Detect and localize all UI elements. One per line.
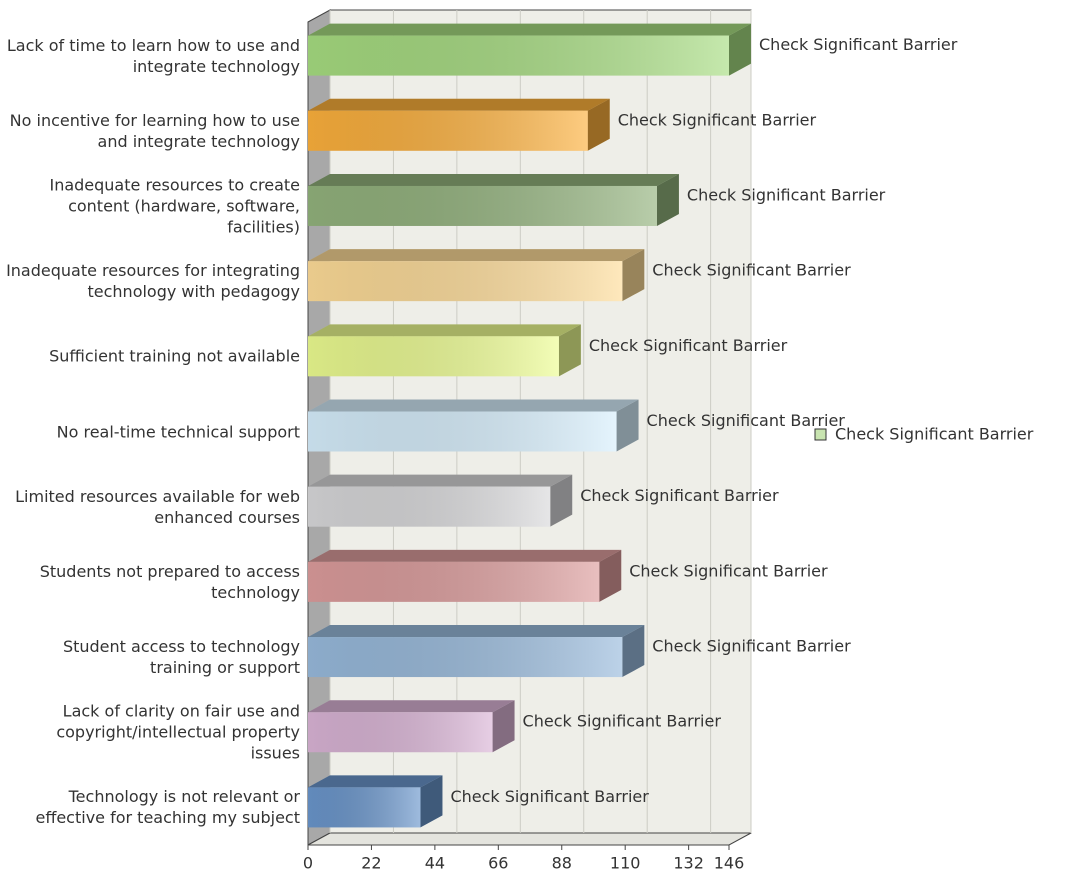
bar-side — [729, 23, 751, 76]
bar-top-shade — [308, 399, 639, 412]
data-label: Check Significant Barrier — [652, 261, 851, 280]
floor — [307, 832, 752, 846]
y-tick-label: Student access to technology training or… — [62, 637, 300, 678]
bar-side-shade — [420, 775, 443, 828]
y-tick-label: Limited resources available for web enha… — [15, 486, 300, 527]
data-label: Check Significant Barrier — [629, 561, 828, 580]
bar-shine — [308, 261, 623, 302]
data-label: Check Significant Barrier — [618, 110, 817, 129]
data-label: Check Significant Barrier — [450, 787, 649, 806]
bar-top — [308, 23, 751, 36]
bar-shine — [308, 787, 421, 828]
bar-top — [308, 173, 679, 186]
bar-top-shade — [308, 173, 679, 186]
x-tick-label: 0 — [303, 854, 313, 873]
y-tick-label: Lack of clarity on fair use and copyrigh… — [56, 701, 300, 763]
bar-side-shade — [656, 173, 679, 226]
bar-shine — [308, 35, 729, 76]
bar-shine — [308, 561, 600, 602]
bar-top — [308, 98, 610, 111]
data-label: Check Significant Barrier — [589, 336, 788, 355]
x-tick-label: 110 — [610, 854, 641, 873]
bar-side-shade — [492, 700, 515, 753]
bar-side-shade — [587, 98, 610, 151]
bar-shine — [308, 486, 551, 527]
bar-shine — [308, 637, 623, 678]
x-tick-label: 88 — [552, 854, 572, 873]
bar-top-shade — [308, 700, 515, 713]
legend-swatch — [814, 428, 827, 441]
bar-top-shade — [308, 474, 573, 487]
y-tick-label: Inadequate resources for integrating tec… — [6, 261, 300, 302]
bar-side-shade — [622, 625, 645, 678]
y-tick-label: Technology is not relevant or effective … — [35, 787, 300, 828]
bar-side — [622, 249, 645, 302]
bar-side — [587, 98, 610, 151]
x-tick-label: 22 — [361, 854, 381, 873]
bar-side-shade — [599, 549, 622, 602]
bar-top-shade — [308, 775, 443, 788]
x-tick-label: 132 — [673, 854, 704, 873]
bar-side-shade — [558, 324, 581, 377]
bar-side — [492, 700, 515, 753]
bar-side-shade — [616, 399, 639, 452]
y-tick-label: Students not prepared to access technolo… — [39, 561, 300, 602]
bar-side — [616, 399, 639, 452]
bar-top-shade — [308, 23, 751, 36]
data-label: Check Significant Barrier — [647, 411, 846, 430]
bar-shine — [308, 110, 588, 151]
data-label: Check Significant Barrier — [523, 712, 722, 731]
bar-top — [308, 625, 645, 638]
legend-label: Check Significant Barrier — [835, 425, 1034, 444]
bar-top-shade — [308, 249, 645, 262]
data-label: Check Significant Barrier — [759, 35, 958, 54]
bar-side-shade — [729, 23, 751, 76]
x-tick-label: 66 — [488, 854, 508, 873]
bar-top — [308, 399, 639, 412]
bar-top-shade — [308, 98, 610, 111]
bar-top-shade — [308, 324, 581, 337]
y-tick-label: Sufficient training not available — [49, 346, 300, 366]
y-tick-label: No incentive for learning how to use and… — [9, 110, 300, 151]
bar-side — [622, 625, 645, 678]
y-tick-label: No real-time technical support — [56, 422, 300, 441]
bar-top — [308, 549, 622, 562]
data-label: Check Significant Barrier — [652, 637, 851, 656]
bar-top-shade — [308, 549, 622, 562]
y-tick-label: Lack of time to learn how to use and int… — [6, 35, 300, 76]
bar-top — [308, 324, 581, 337]
bar-top — [308, 775, 443, 788]
bar-side — [656, 173, 679, 226]
data-label: Check Significant Barrier — [580, 486, 779, 505]
x-tick-label: 146 — [714, 854, 745, 873]
bar-top — [308, 249, 645, 262]
bar-side — [599, 549, 622, 602]
bar-shine — [308, 185, 657, 226]
bar-side — [558, 324, 581, 377]
data-label: Check Significant Barrier — [687, 185, 886, 204]
bar-top — [308, 700, 515, 713]
bar-side — [550, 474, 573, 527]
bar-top-shade — [308, 625, 645, 638]
bar-top — [308, 474, 573, 487]
y-tick-label: Inadequate resources to create content (… — [49, 175, 300, 237]
bar-shine — [308, 336, 559, 377]
bar-side-shade — [550, 474, 573, 527]
x-tick-label: 44 — [425, 854, 445, 873]
bar-shine — [308, 411, 617, 452]
bar-side — [420, 775, 443, 828]
bar-side-shade — [622, 249, 645, 302]
bar-shine — [308, 712, 493, 753]
